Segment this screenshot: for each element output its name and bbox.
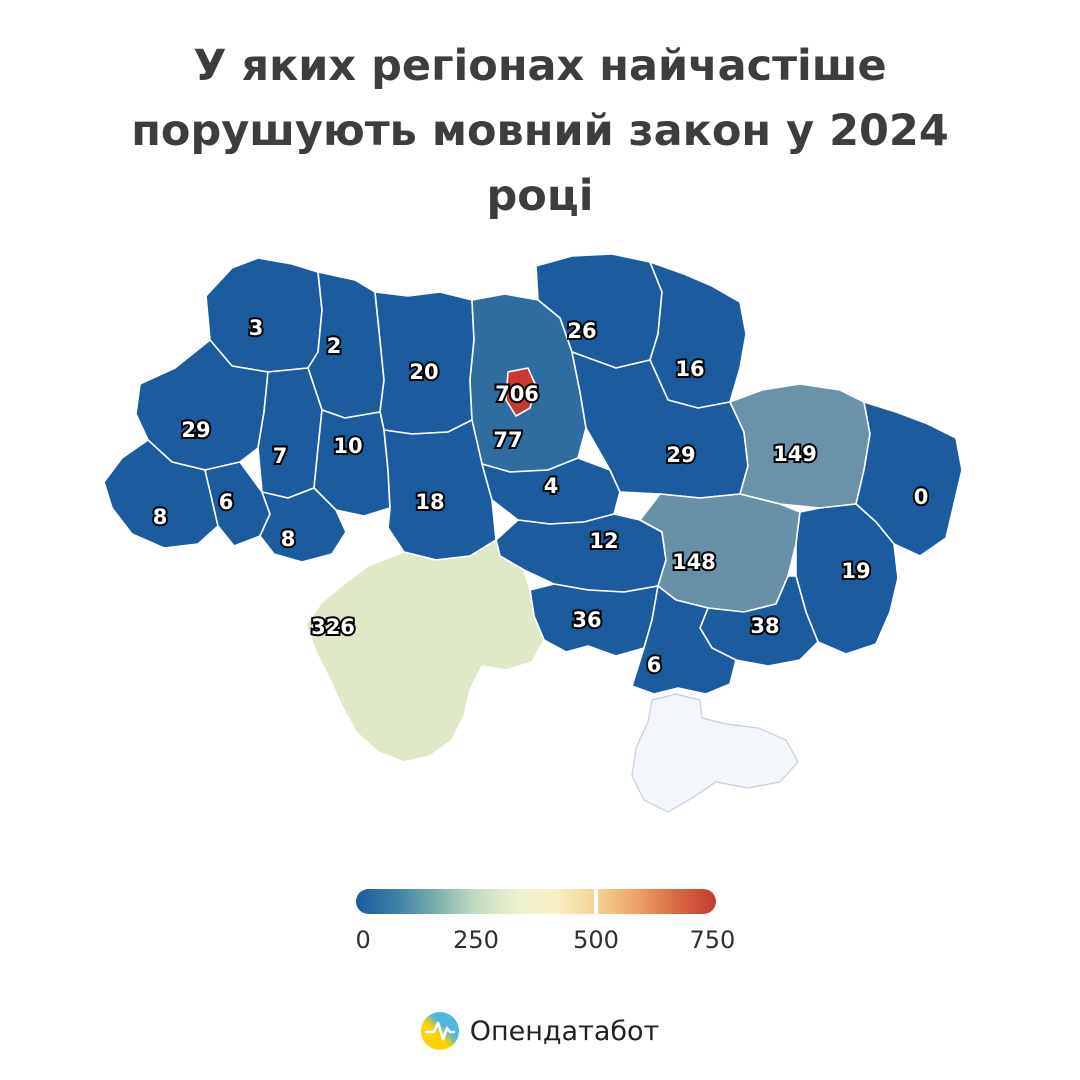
region-kherson	[631, 585, 737, 695]
region-odesa	[305, 539, 545, 763]
region-label-volyn: 3	[249, 316, 264, 340]
region-label-zakarpattia: 8	[153, 505, 168, 529]
region-label-kyiv-oblast: 77	[493, 428, 522, 452]
region-label-chernihiv: 26	[567, 319, 596, 343]
region-sumy	[649, 261, 747, 409]
page-title: У яких регіонах найчастіше порушують мов…	[0, 34, 1080, 229]
region-crimea	[631, 693, 799, 813]
region-label-ivano-frankivsk: 6	[219, 490, 234, 514]
title-line-2: порушують мовний закон у 2024	[131, 106, 949, 156]
region-label-vinnytsia: 18	[415, 490, 444, 514]
title-line-3: році	[486, 171, 594, 221]
region-label-luhansk: 0	[914, 485, 929, 509]
region-label-kherson: 6	[647, 653, 662, 677]
region-label-zhytomyr: 20	[409, 360, 438, 384]
region-label-sumy: 16	[675, 357, 704, 381]
legend-tick-500: 500	[573, 926, 619, 954]
opendatabot-logo-icon	[420, 1012, 459, 1050]
legend-ticks: 0 250 500 750	[355, 926, 736, 960]
region-luhansk	[855, 401, 963, 557]
region-label-odesa: 326	[311, 615, 355, 639]
region-label-ternopil: 7	[273, 444, 288, 468]
region-label-dnipropetrovsk: 148	[672, 550, 716, 574]
region-zakarpattia	[103, 439, 219, 549]
region-label-poltava: 29	[666, 443, 695, 467]
region-label-khmelnytskyi: 10	[333, 434, 362, 458]
legend-tick-750: 750	[689, 926, 736, 954]
region-chernivtsi	[259, 487, 347, 563]
brand-name: Опендатабот	[469, 1015, 660, 1047]
region-label-cherkasy: 4	[544, 474, 559, 498]
region-kyiv-city	[505, 367, 537, 417]
region-label-kyiv-city: 706	[495, 382, 539, 406]
region-label-donetsk: 19	[841, 559, 870, 583]
region-label-chernivtsi: 8	[281, 527, 296, 551]
legend-separator	[594, 889, 598, 914]
region-label-rivne: 2	[327, 334, 342, 358]
brand-footer: Опендатабот	[0, 1012, 1080, 1050]
region-label-mykolaiv: 36	[572, 608, 601, 632]
color-legend: 0 250 500 750	[355, 889, 736, 960]
region-label-kirovohrad: 12	[589, 529, 618, 553]
region-label-lviv: 29	[181, 418, 210, 442]
region-cherkasy	[481, 457, 621, 525]
title-line-1: У яких регіонах найчастіше	[193, 41, 887, 91]
region-label-zaporizhzhia: 38	[750, 614, 779, 638]
region-label-kharkiv: 149	[773, 442, 817, 466]
legend-tick-250: 250	[453, 926, 499, 954]
legend-tick-0: 0	[355, 926, 371, 954]
legend-gradient-bar	[356, 889, 716, 914]
region-ternopil	[257, 367, 323, 499]
